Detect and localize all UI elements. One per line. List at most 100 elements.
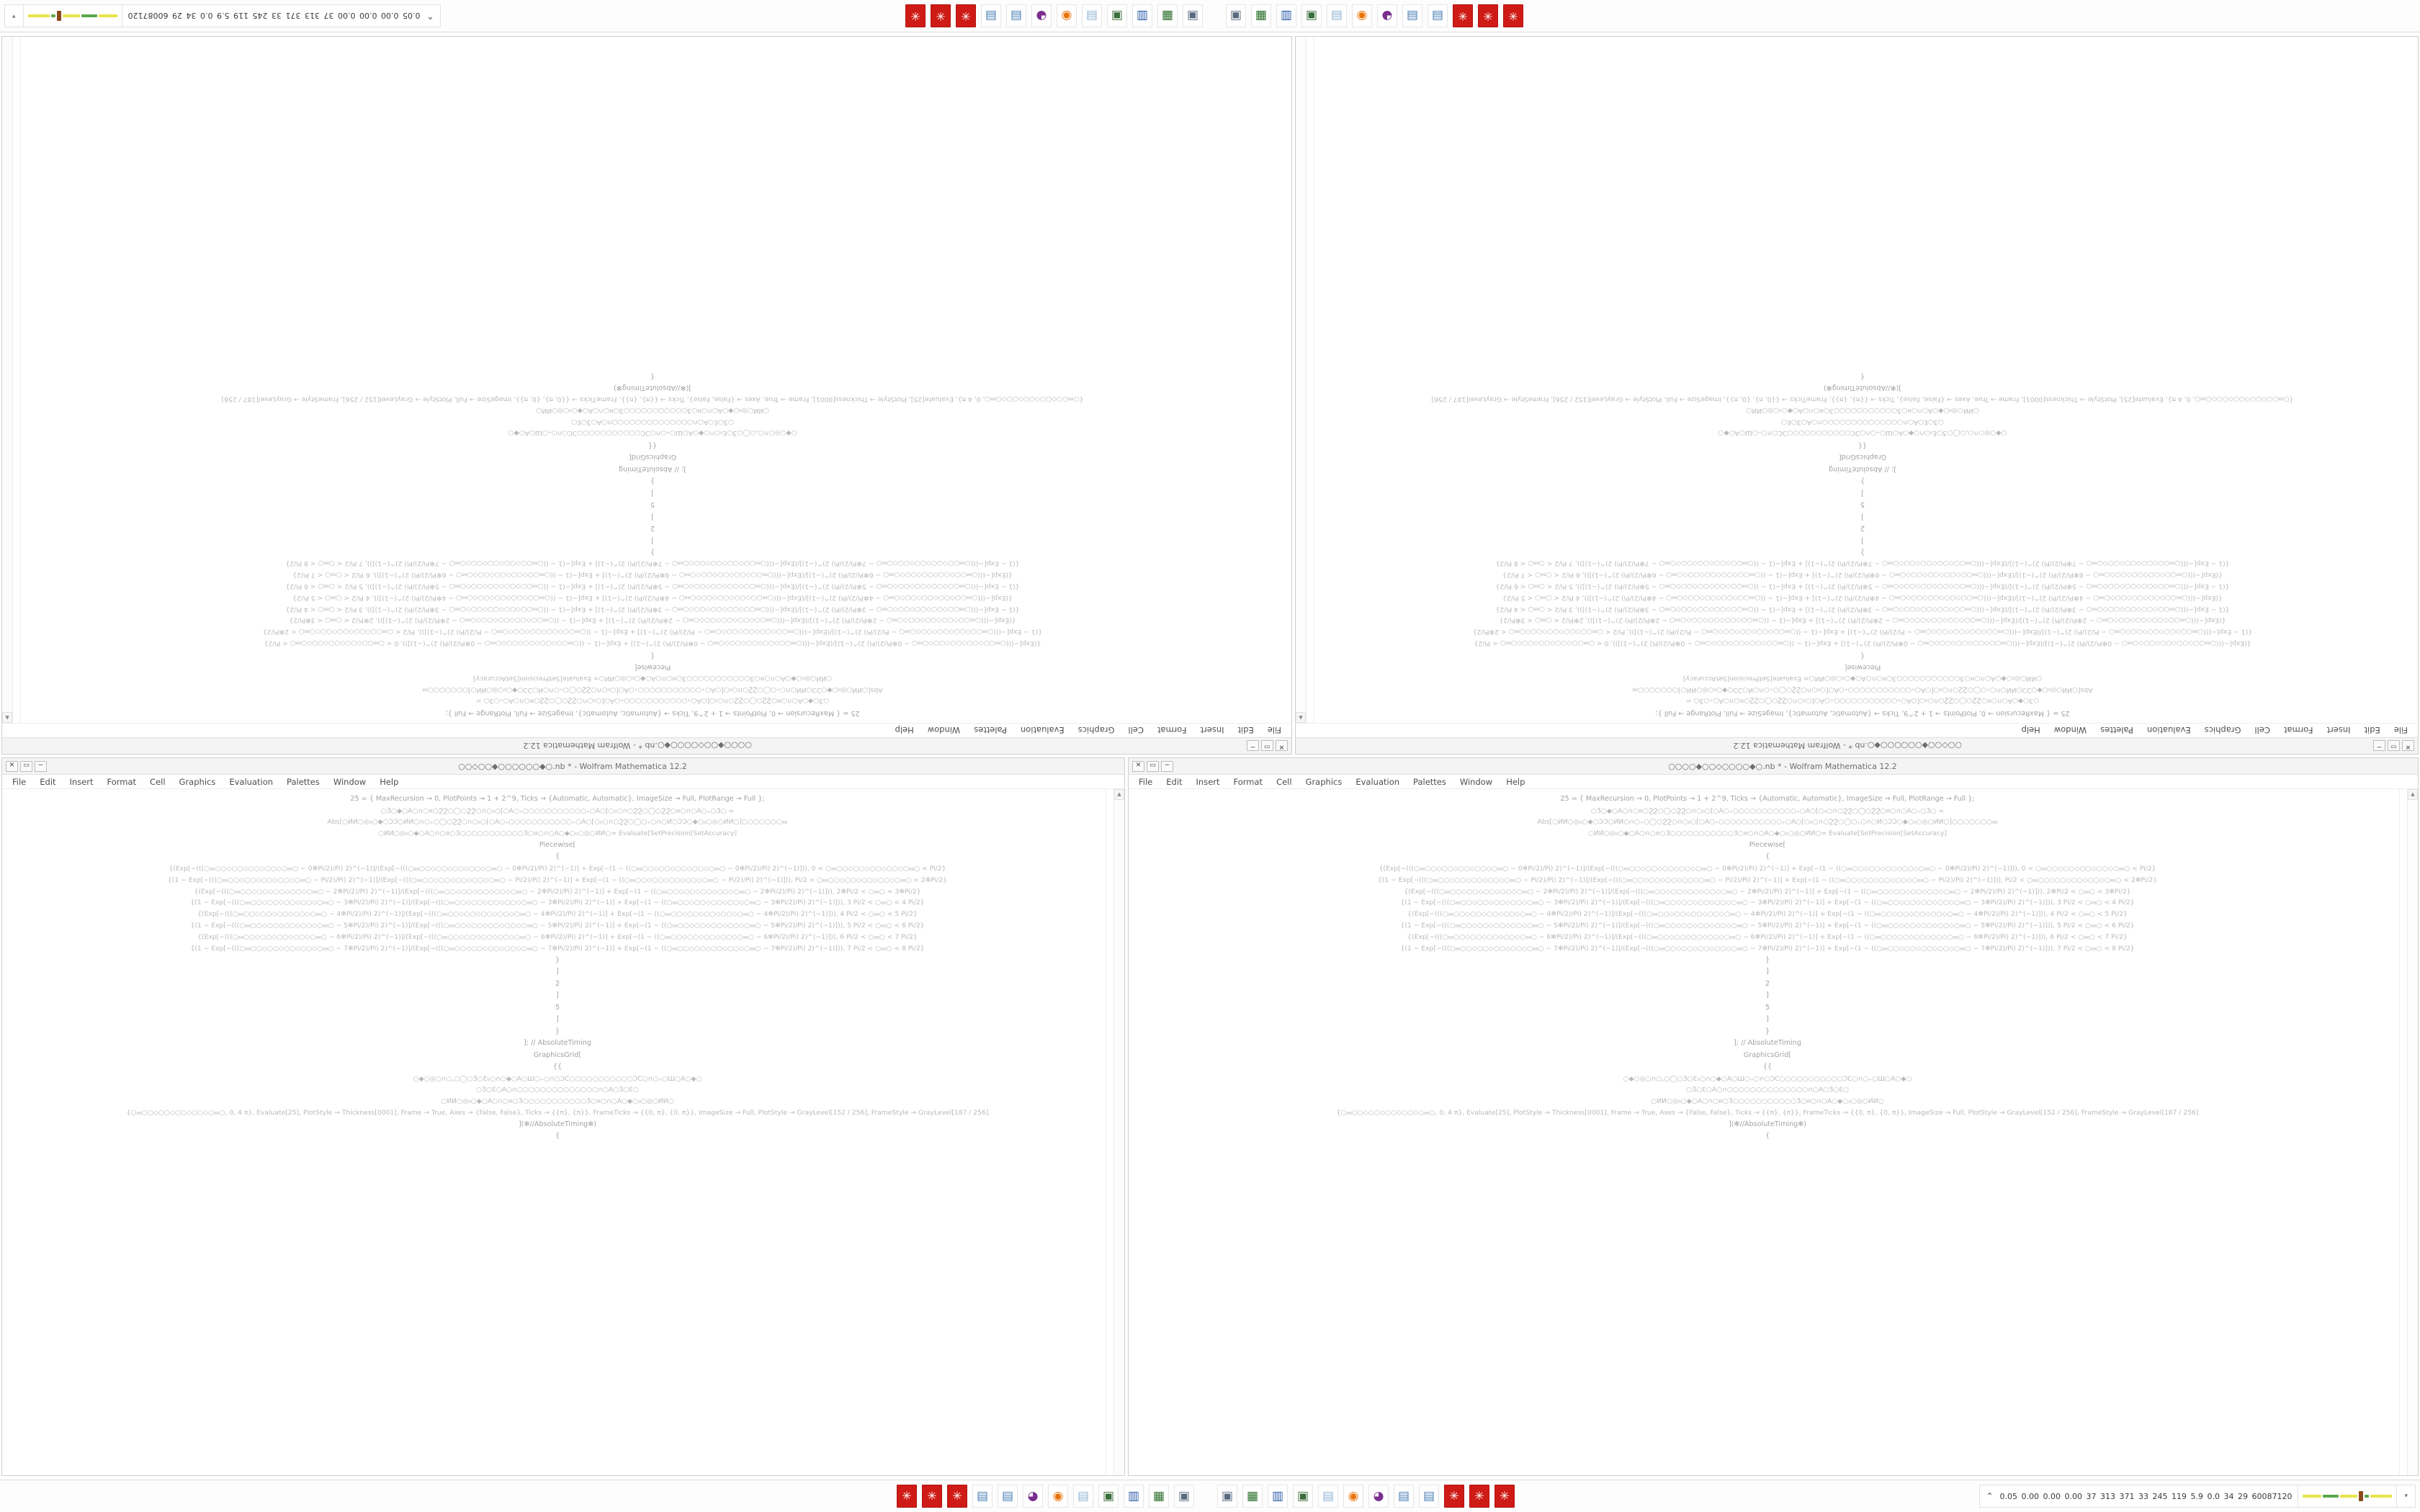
notebook-line[interactable]: 5 [1860,500,1865,509]
menubar-left[interactable]: File Edit Insert Format Cell Graphics Evaluati… [1296,723,2418,737]
notebook-line[interactable]: {(Exp[−(((○₈₈○○◇○○◇○○◇○○◇○₈₈○ − 0✻Pi/2)/… [169,864,946,873]
notebook-content[interactable]: 25 = { MaxRecursion → 0, PlotPoints → 1 … [2,365,1291,723]
notebook-line[interactable]: } [650,548,655,557]
notebook-content[interactable]: 25 = { MaxRecursion → 0, PlotPoints → 1 … [2,789,1124,1147]
notebook-line[interactable]: {(1 − Exp[−(((○₈₈○○◇○○◇○○◇○○◇○₈₈○ − Pi/2… [167,876,948,884]
mathematica-icon[interactable]: ✳ [956,4,976,27]
calculator-icon[interactable]: ▤ [1428,4,1448,27]
notebook-line[interactable]: ○◆○◎○∩○,○◯○Ӡ○Ɛ₀○∩○◆○A○Ш○₊○∩○ƆC○○○○○○○○○○… [413,1074,702,1083]
menu-item-evaluation[interactable]: Evaluation [2146,725,2191,736]
taskbar-bottom[interactable]: ✳ ✳ ✳ ▤ ▤ ◕ ◉ ▤ ▣ ▥ ▦ ▣ ▣ ▦ ▥ ▣ ▤ ◉ ◕ ▤ ▤ ✳ ✳ ✳ ⌃ 0.05 0.00 0.… [0,1480,2420,1512]
notebook-line[interactable]: ○◆○◎○∩○,○◯○Ӡ○Ɛ₀○∩○◆○A○Ш○₊○∩○ƆC○○○○○○○○○○… [508,429,797,438]
mathematica-icon[interactable]: ✳ [931,4,951,27]
notebook-line[interactable]: 2 [1860,524,1865,533]
maximize-button[interactable]: ▭ [1147,760,1159,772]
notebook-line[interactable]: ○Ӡ○Ɛ○A○∩○○○○○○○○○○○○○○∩○A○Ӡ○Ɛ○ [571,418,734,426]
notebook-line[interactable]: {(Exp[−(((○₈₈○○◇○○◇○○◇○○◇○₈₈○ − 2✻Pi/2)/… [1499,616,2226,625]
menu-item-insert[interactable]: Insert [2326,725,2351,736]
mathematica-icon[interactable]: ✳ [897,1485,917,1508]
terminal-icon[interactable]: ▣ [1293,1485,1313,1508]
notebook-line[interactable]: {(1 − Exp[−(((○₈₈○○◇○○◇○○◇○○◇○₈₈○ − 5✻Pi… [190,922,925,930]
notebook-line[interactable]: 25 = { MaxRecursion → 0, PlotPoints → 1 … [1560,795,1975,803]
notebook-line[interactable]: ○ИИ○◎₀○◆○A○∩○¤○Ӡ○○○○○○○○○○○Ӡ○¤○∩○A○◆○₀○◎… [1682,674,2043,683]
close-button[interactable]: ✕ [6,760,18,772]
mathematica-icon[interactable]: ✳ [1469,1485,1489,1508]
notebook-line[interactable]: ○◆○◎○∩○,○◯○Ӡ○Ɛ₀○∩○◆○A○Ш○₊○∩○ƆC○○○○○○○○○○… [1718,429,2007,438]
notebook-line[interactable]: ○Ӡ○◆○A○∩○¤○ϨϨ○◯○ϨϨ○∩○₀○[○A○₊○○○○○○○○○○○₊… [1685,697,2040,706]
menu-item-graphics[interactable]: Graphics [1077,725,1115,736]
notebook-line[interactable]: ○ИИ○◎₀○◆○A○∩○¤○Ӡ○○○○○○○○○○○Ӡ○¤○∩○A○◆○₀○◎… [1746,406,1979,415]
calculator-icon[interactable]: ▤ [972,1485,992,1508]
file-manager-icon[interactable]: ▥ [1276,4,1296,27]
notebook-line[interactable]: ○Ӡ○◆○A○∩○¤○ϨϨ○◯○ϨϨ○∩○₀○[○A○₊○○○○○○○○○○○₊… [475,697,830,706]
notebook-line[interactable]: {(Exp[−(((○₈₈○○◇○○◇○○◇○○◇○₈₈○ − 4✻Pi/2)/… [1502,593,2223,602]
notebook-line[interactable]: } [555,955,560,964]
notebook-line[interactable]: GraphicsGrid[ [1743,1050,1792,1059]
scroll-up-arrow[interactable]: ▲ [1114,789,1124,800]
menu-item-palettes[interactable]: Palettes [287,776,320,787]
system-monitor-readout[interactable]: ⌃ 0.05 0.00 0.00 0.00 37 313 371 33 245 … [122,4,441,27]
notebook-line[interactable]: {{ [552,1063,563,1071]
notebook-line[interactable]: {(Exp[−(((○₈₈○○◇○○◇○○◇○○◇○₈₈○ − 4✻Pi/2)/… [197,910,918,919]
notebook-line[interactable]: {(Exp[−(((○₈₈○○◇○○◇○○◇○○◇○₈₈○ − 6✻Pi/2)/… [1502,571,2223,580]
menu-item-help[interactable]: Help [1506,776,1525,787]
notebook-line[interactable]: {(Exp[−(((○₈₈○○◇○○◇○○◇○○◇○₈₈○ − 6✻Pi/2)/… [292,571,1013,580]
menu-item-window[interactable]: Window [333,776,367,787]
notebook-line[interactable]: {○₈₈○○◇○○◇○○◇○○◇○₈₈○, 0, 4 π}, Evaluate[… [1336,1109,2199,1117]
notebook-content[interactable]: 25 = { MaxRecursion → 0, PlotPoints → 1 … [1129,789,2418,1147]
notebook-line[interactable]: {(1 − Exp[−(((○₈₈○○◇○○◇○○◇○○◇○₈₈○ − 5✻Pi… [1495,582,2230,590]
window-controls[interactable]: ✕ ▭ − [1130,760,1173,772]
notebook-line[interactable]: } [650,477,655,485]
notebook-line[interactable]: {{ [1857,441,1868,449]
notebook-line[interactable]: {(Exp[−(((○₈₈○○◇○○◇○○◇○○◇○₈₈○ − 6✻Pi/2)/… [197,932,918,941]
system-tray[interactable]: ▾ [2396,1485,2416,1508]
expand-icon[interactable]: ⌃ [426,11,434,21]
menu-item-cell[interactable]: Cell [150,776,166,787]
minimize-button[interactable]: − [1161,760,1173,772]
notebook-line[interactable]: { [1765,852,1770,861]
menu-item-cell[interactable]: Cell [1128,725,1144,736]
mathematica-icon[interactable]: ✳ [1503,4,1523,27]
mathematica-icon[interactable]: ✳ [947,1485,967,1508]
notebook-line[interactable]: 2 [1765,979,1770,988]
window-titlebar[interactable]: ✕ ▭ − ○○○○◆○○◇○○○○◆○.nb * - Wolfram Math… [2,737,1291,754]
notebook-line[interactable]: {(Exp[−(((○₈₈○○◇○○◇○○◇○○◇○₈₈○ − 6✻Pi/2)/… [1407,932,2128,941]
menu-item-evaluation[interactable]: Evaluation [229,776,274,787]
notebook-line[interactable]: {(1 − Exp[−(((○₈₈○○◇○○◇○○◇○○◇○₈₈○ − 3✻Pi… [190,899,925,907]
close-button[interactable]: ✕ [1132,760,1144,772]
notebook-line[interactable]: ○ИИ○◎₀○◆○A○∩○¤○Ӡ○○○○○○○○○○○Ӡ○¤○∩○A○◆○₀○◎… [472,674,833,683]
mathematica-window-left-mirror[interactable]: ✕ ▭ − ○○◇○○◆○○○○○○◆○.nb * - Wolfram Math… [1295,36,2419,755]
menu-item-edit[interactable]: Edit [1237,725,1254,736]
notebook-line[interactable]: {(1 − Exp[−(((○₈₈○○◇○○◇○○◇○○◇○₈₈○ − 7✻Pi… [1400,944,2135,953]
menu-item-edit[interactable]: Edit [1166,776,1183,787]
notebook-line[interactable]: } [1765,1027,1770,1035]
notebook-line[interactable]: {(1 − Exp[−(((○₈₈○○◇○○◇○○◇○○◇○₈₈○ − Pi/2… [1377,876,2158,884]
notebook-line[interactable]: {(Exp[−(((○₈₈○○◇○○◇○○◇○○◇○₈₈○ − 2✻Pi/2)/… [289,616,1016,625]
notebook-line[interactable]: GraphicsGrid[ [1838,453,1887,462]
menubar-right[interactable]: File Edit Insert Format Cell Graphics Evaluati… [2,723,1291,737]
taskbar-status-area[interactable]: ⌃ 0.05 0.00 0.00 0.00 37 313 371 33 245 … [0,0,441,32]
menu-item-cell[interactable]: Cell [1276,776,1292,787]
file-manager-icon[interactable]: ▥ [1132,4,1152,27]
taskbar-status-area[interactable]: ⌃ 0.05 0.00 0.00 0.00 37 313 371 33 245 … [1979,1480,2420,1512]
notebook-line[interactable]: ]; // AbsoluteTiming [524,1039,591,1048]
notebook-line[interactable]: 2 [650,524,655,533]
file-manager-icon[interactable]: ▥ [1268,1485,1288,1508]
notebook-line[interactable]: Piecewise[ [1749,840,1786,849]
notebook-line[interactable]: {{ [647,441,658,449]
notebook-line[interactable]: {(1 − Exp[−(((○₈₈○○◇○○◇○○◇○○◇○₈₈○ − 7✻Pi… [1495,559,2230,568]
notebook-line[interactable]: ○Ӡ○◆○A○∩○¤○ϨϨ○◯○ϨϨ○∩○₀○[○A○₊○○○○○○○○○○○₊… [1590,806,1945,815]
menu-item-format[interactable]: Format [1233,776,1263,787]
mathematica-window-right-mirror[interactable]: ✕ ▭ − ○○○○◆○○◇○○○○◆○.nb * - Wolfram Math… [1,36,1292,755]
menu-item-graphics[interactable]: Graphics [2204,725,2241,736]
notebook-line[interactable]: ] [651,488,654,497]
menu-item-insert[interactable]: Insert [69,776,94,787]
notebook-line[interactable]: {(1 − Exp[−(((○₈₈○○◇○○◇○○◇○○◇○₈₈○ − 3✻Pi… [1400,899,2135,907]
notebook-line[interactable]: Piecewise[ [634,663,671,672]
text-editor-icon[interactable]: ▤ [1082,4,1102,27]
cell-bracket-column[interactable] [1106,789,1114,1475]
firefox-icon[interactable]: ◉ [1343,1485,1363,1508]
menu-item-file[interactable]: File [2393,725,2408,736]
menu-item-palettes[interactable]: Palettes [1413,776,1446,787]
notebook-line[interactable]: ] [1766,968,1769,976]
